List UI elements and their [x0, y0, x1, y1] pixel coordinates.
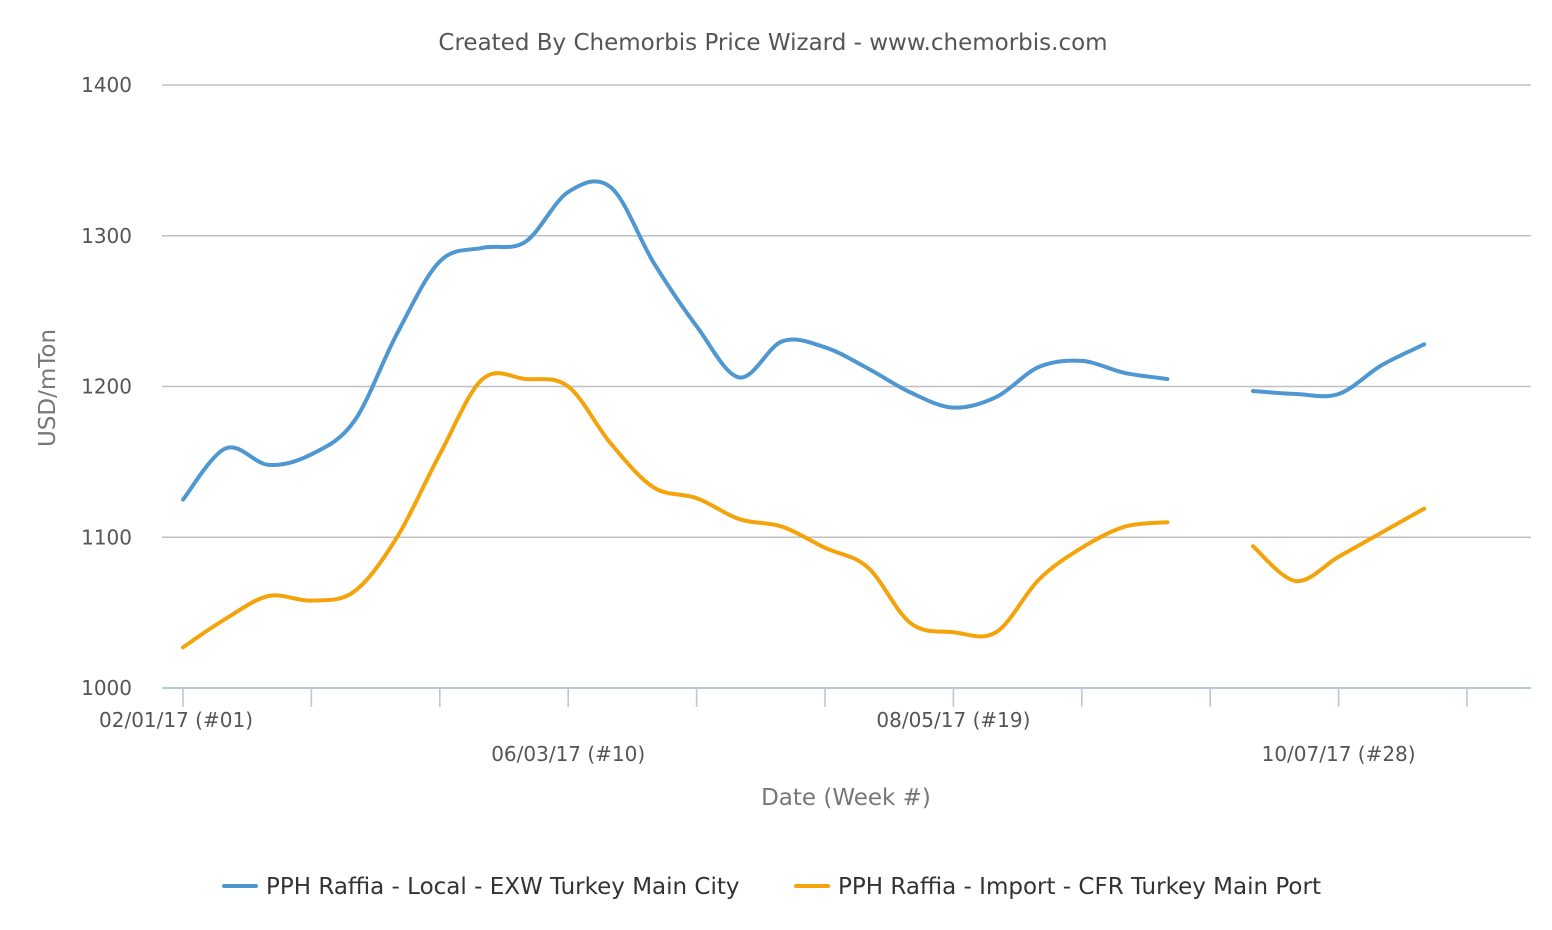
y-axis-title: USD/mTon [35, 329, 61, 447]
y-tick-label-1300: 1300 [81, 224, 132, 248]
series-1-line-segment-2[interactable] [1251, 342, 1427, 399]
legend[interactable]: PPH Raffia - Local - EXW Turkey Main Cit… [222, 874, 1321, 900]
chart-title: Created By Chemorbis Price Wizard - www.… [438, 30, 1107, 56]
x-tick-label-week-19: 08/05/17 (#19) [876, 708, 1030, 732]
x-axis-ticks: 02/01/17 (#01) 06/03/17 (#10) 08/05/17 (#1… [99, 688, 1468, 766]
series-2-line-segment-1[interactable] [181, 371, 1170, 650]
grid-lines [162, 84, 1531, 689]
y-tick-label-1200: 1200 [81, 375, 132, 399]
series-lines [181, 179, 1427, 650]
y-axis-ticks: 1000 1100 1200 1300 1400 [81, 73, 132, 700]
x-tick-label-week-10: 06/03/17 (#10) [491, 742, 645, 766]
legend-label-2: PPH Raffia - Import - CFR Turkey Main Po… [838, 874, 1321, 900]
series-1-line-segment-1[interactable] [181, 179, 1170, 502]
y-tick-label-1400: 1400 [81, 73, 132, 97]
x-tick-label-week-28: 10/07/17 (#28) [1262, 742, 1416, 766]
series-2-line-segment-2[interactable] [1251, 506, 1427, 584]
y-tick-label-1100: 1100 [81, 525, 132, 549]
legend-item-2[interactable]: PPH Raffia - Import - CFR Turkey Main Po… [794, 874, 1321, 900]
x-axis-title: Date (Week #) [761, 785, 931, 811]
y-tick-label-1000: 1000 [81, 676, 132, 700]
legend-item-1[interactable]: PPH Raffia - Local - EXW Turkey Main Cit… [222, 874, 740, 900]
legend-label-1: PPH Raffia - Local - EXW Turkey Main Cit… [266, 874, 740, 900]
x-tick-label-week-1: 02/01/17 (#01) [99, 708, 253, 732]
